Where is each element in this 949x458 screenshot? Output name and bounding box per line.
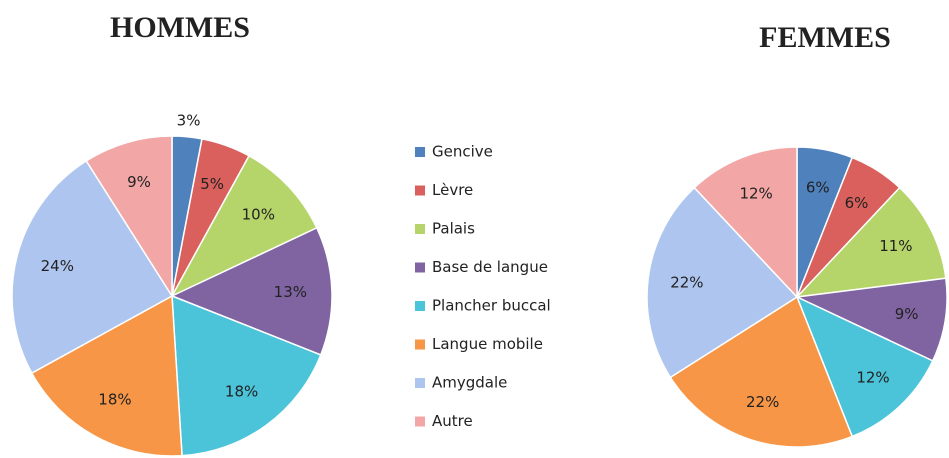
pie-slice — [646, 186, 799, 379]
legend-label: Lèvre — [432, 181, 473, 199]
legend-swatch — [415, 378, 425, 388]
pie-slice — [11, 159, 174, 375]
data-label: 3% — [177, 111, 201, 129]
pie-slice — [30, 294, 183, 457]
pie-slice — [171, 294, 322, 457]
legend-swatch — [415, 147, 425, 157]
pie-slice — [669, 295, 854, 448]
pie-slice — [85, 135, 173, 299]
data-label: 9% — [127, 173, 151, 191]
data-label: 6% — [845, 194, 869, 212]
data-label: 6% — [806, 178, 830, 196]
data-label: 18% — [225, 382, 258, 400]
legend-swatch — [415, 224, 425, 234]
data-label: 11% — [879, 237, 912, 255]
chart-title: FEMMES — [759, 21, 891, 54]
pie-slice — [795, 295, 934, 438]
pie-slice — [170, 226, 333, 356]
legend-label: Palais — [432, 220, 475, 238]
data-label: 22% — [746, 393, 779, 411]
data-label: 18% — [98, 390, 131, 408]
legend-label: Autre — [432, 412, 473, 430]
legend-swatch — [415, 339, 425, 350]
data-label: 22% — [670, 274, 703, 292]
legend-swatch — [415, 262, 425, 273]
data-label: 9% — [895, 305, 919, 323]
data-label: 5% — [200, 175, 224, 193]
legend-label: Langue mobile — [432, 335, 543, 353]
data-label: 10% — [242, 205, 275, 223]
pie-slice — [693, 146, 798, 299]
pie-slice — [794, 277, 948, 362]
legend-label: Base de langue — [432, 258, 548, 276]
legend-swatch — [415, 301, 425, 311]
data-label: 24% — [41, 257, 74, 275]
pie-slice — [795, 186, 947, 299]
data-label: 12% — [739, 184, 772, 202]
chart-title: HOMMES — [110, 11, 250, 44]
data-label: 12% — [856, 368, 889, 386]
legend-label: Amygdale — [432, 374, 507, 392]
pie-slice — [170, 154, 318, 298]
legend-label: Plancher buccal — [432, 297, 551, 315]
legend-swatch — [415, 416, 425, 427]
legend-swatch — [415, 185, 425, 196]
data-label: 13% — [274, 283, 307, 301]
legend-label: Gencive — [432, 143, 493, 161]
